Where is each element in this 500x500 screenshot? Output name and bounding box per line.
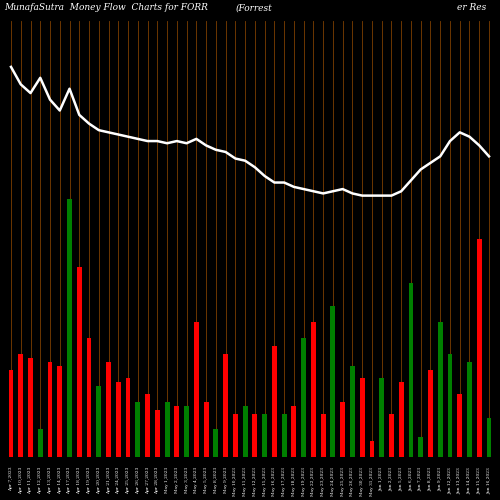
Bar [350, 366, 355, 457]
Text: (Forrest: (Forrest [236, 3, 272, 12]
Bar [380, 378, 384, 457]
Bar [418, 438, 423, 457]
Bar [408, 282, 414, 457]
Bar [242, 406, 248, 457]
Bar [252, 414, 258, 457]
Bar [320, 414, 326, 457]
Bar [223, 354, 228, 457]
Bar [77, 267, 82, 457]
Bar [360, 378, 364, 457]
Bar [233, 414, 238, 457]
Text: MunafaSutra  Money Flow  Charts for FORR: MunafaSutra Money Flow Charts for FORR [4, 3, 208, 12]
Bar [48, 362, 52, 457]
Bar [340, 402, 345, 457]
Bar [428, 370, 433, 457]
Bar [86, 338, 92, 457]
Bar [399, 382, 404, 457]
Bar [116, 382, 120, 457]
Bar [389, 414, 394, 457]
Bar [458, 394, 462, 457]
Bar [106, 362, 111, 457]
Bar [38, 430, 42, 457]
Bar [272, 346, 277, 457]
Bar [370, 442, 374, 457]
Bar [155, 410, 160, 457]
Bar [174, 406, 180, 457]
Bar [28, 358, 33, 457]
Bar [467, 362, 472, 457]
Bar [96, 386, 101, 457]
Bar [292, 406, 296, 457]
Bar [282, 414, 286, 457]
Bar [194, 322, 199, 457]
Bar [18, 354, 23, 457]
Bar [145, 394, 150, 457]
Bar [184, 406, 189, 457]
Bar [262, 414, 267, 457]
Bar [136, 402, 140, 457]
Bar [477, 239, 482, 457]
Bar [204, 402, 208, 457]
Bar [126, 378, 130, 457]
Bar [214, 430, 218, 457]
Bar [8, 370, 14, 457]
Bar [330, 306, 336, 457]
Bar [448, 354, 452, 457]
Bar [311, 322, 316, 457]
Bar [301, 338, 306, 457]
Bar [486, 418, 492, 457]
Bar [438, 322, 442, 457]
Bar [58, 366, 62, 457]
Bar [164, 402, 170, 457]
Text: er Res: er Res [456, 3, 486, 12]
Bar [67, 200, 72, 457]
